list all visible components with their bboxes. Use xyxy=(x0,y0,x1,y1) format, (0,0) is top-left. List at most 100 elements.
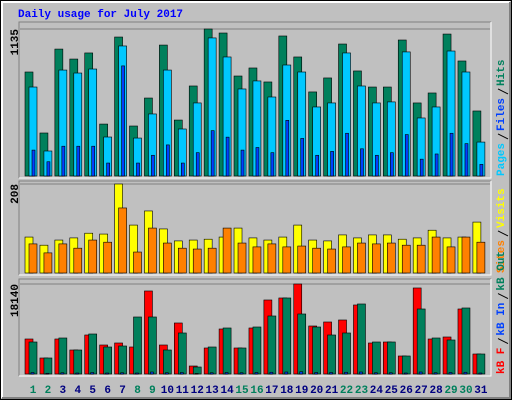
bar xyxy=(237,347,247,375)
y-tick-label: 1135 xyxy=(10,29,22,56)
x-tick-label: 17 xyxy=(265,385,278,397)
x-tick-label: 28 xyxy=(430,385,444,397)
bar xyxy=(43,357,53,375)
legend-label: kB F xyxy=(496,348,508,374)
bar xyxy=(207,247,217,274)
bar xyxy=(404,134,409,177)
bar xyxy=(163,349,172,375)
bar xyxy=(372,243,381,274)
bar xyxy=(449,132,454,177)
legend: kB F kB In kB Out xyxy=(496,251,509,374)
bar xyxy=(416,308,426,375)
bar xyxy=(181,162,185,177)
bar xyxy=(282,246,292,274)
bar xyxy=(118,345,127,375)
bar xyxy=(327,334,336,375)
legend-separator xyxy=(497,133,509,140)
bar xyxy=(163,242,172,274)
bar xyxy=(448,372,453,375)
bar xyxy=(479,164,484,177)
bar xyxy=(45,372,50,375)
bar xyxy=(103,346,112,375)
legend-separator xyxy=(497,338,509,345)
x-tick-label: 29 xyxy=(444,385,457,397)
plot-bevel xyxy=(19,279,492,377)
x-tick-label: 25 xyxy=(385,385,399,397)
bar xyxy=(314,372,318,375)
legend-label: Hits xyxy=(496,60,508,86)
x-tick-label: 2 xyxy=(45,385,52,397)
bar xyxy=(58,243,68,274)
bar xyxy=(416,244,426,274)
bar xyxy=(118,207,127,274)
x-tick-label: 12 xyxy=(191,385,204,397)
bar xyxy=(372,341,381,375)
bar xyxy=(192,248,202,274)
bar xyxy=(252,326,262,375)
bar xyxy=(464,143,469,177)
legend-label: kB In xyxy=(496,303,508,336)
plot-bevel xyxy=(19,22,492,179)
bar xyxy=(121,65,125,177)
bar xyxy=(60,372,65,375)
bar xyxy=(222,227,232,274)
bar xyxy=(136,162,140,177)
bar xyxy=(73,247,83,274)
bar xyxy=(133,251,142,274)
bar xyxy=(178,332,187,375)
x-tick-label: 9 xyxy=(149,385,156,397)
bar xyxy=(76,145,81,177)
bar xyxy=(357,242,366,274)
bar xyxy=(387,242,396,274)
legend-label: Visits xyxy=(496,188,508,228)
bar xyxy=(240,149,245,177)
bar xyxy=(375,154,379,177)
bar xyxy=(344,371,348,375)
plot-bevel xyxy=(18,21,491,178)
bar xyxy=(463,371,468,375)
bar xyxy=(312,247,321,274)
legend-separator xyxy=(497,88,509,95)
bar xyxy=(431,337,441,375)
bar xyxy=(106,162,110,177)
legend-separator xyxy=(497,230,509,237)
x-tick-label: 8 xyxy=(134,385,141,397)
bar xyxy=(103,241,112,274)
x-tick-label: 20 xyxy=(310,385,323,397)
x-tick-label: 24 xyxy=(370,385,384,397)
bar xyxy=(403,372,408,375)
bar xyxy=(178,247,187,274)
y-tick-label: 18140 xyxy=(10,284,22,317)
bar xyxy=(342,332,351,375)
bar xyxy=(476,353,486,375)
bar xyxy=(329,372,333,375)
bar xyxy=(267,243,277,274)
bar xyxy=(297,245,307,274)
bar xyxy=(91,145,96,177)
x-tick-label: 26 xyxy=(400,385,413,397)
bar xyxy=(90,372,95,375)
x-tick-label: 18 xyxy=(280,385,294,397)
bar xyxy=(254,372,259,375)
legend-separator xyxy=(497,293,509,300)
bar xyxy=(478,372,483,375)
bar xyxy=(270,152,275,177)
x-tick-label: 21 xyxy=(325,385,339,397)
bar xyxy=(166,144,170,177)
bar xyxy=(389,372,393,375)
legend-label: Sites xyxy=(496,240,508,273)
legend: Pages Files Hits xyxy=(496,60,509,176)
bar xyxy=(222,327,232,375)
bar xyxy=(387,341,396,375)
legend-label: Files xyxy=(496,98,508,131)
bar xyxy=(300,138,305,177)
bar xyxy=(43,252,53,274)
y-tick-label: 208 xyxy=(10,184,22,204)
bar xyxy=(327,248,336,274)
x-tick-label: 1 xyxy=(30,385,37,397)
plot-bevel xyxy=(18,278,491,376)
bar xyxy=(282,297,292,375)
bar xyxy=(359,371,363,375)
